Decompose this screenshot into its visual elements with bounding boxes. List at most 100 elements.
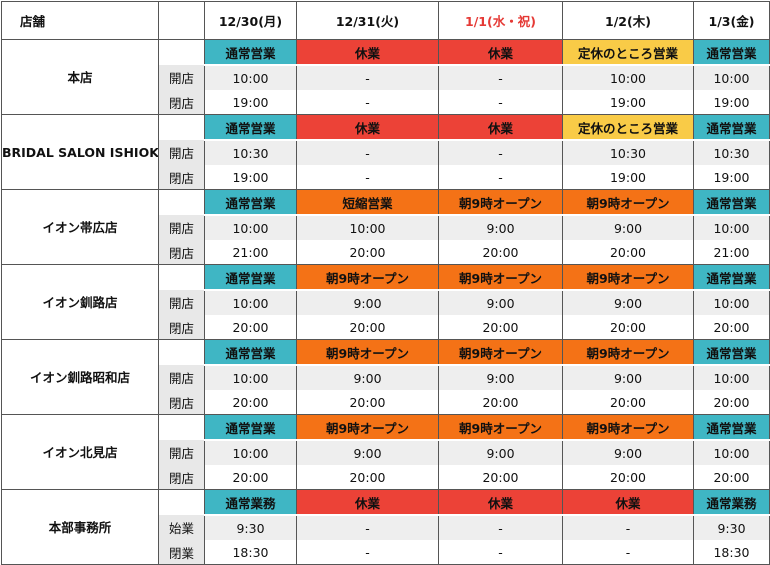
status-badge: 通常営業 xyxy=(204,114,297,141)
open-time-cell: 10:00 xyxy=(693,290,770,315)
status-badge: 通常営業 xyxy=(204,39,297,66)
store-close-row: 閉店 21:00 20:00 20:00 20:00 21:00 xyxy=(2,240,770,265)
close-time-cell: 21:00 xyxy=(204,240,297,265)
row-label-empty xyxy=(158,189,205,215)
store-status-row: 本店 通常営業 休業 休業 定休のところ営業 通常営業 xyxy=(1,39,770,115)
status-badge: 通常営業 xyxy=(693,264,770,291)
close-time-cell: 20:00 xyxy=(438,465,563,490)
status-badge: 通常営業 xyxy=(204,414,297,441)
close-time-cell: 20:00 xyxy=(204,315,297,340)
store-status-row: イオン釧路店 通常営業 朝9時オープン 朝9時オープン 朝9時オープン 通常営業 xyxy=(1,264,770,340)
row-label-empty xyxy=(158,414,205,440)
status-badge: 定休のところ営業 xyxy=(562,39,694,66)
status-badge: 朝9時オープン xyxy=(562,339,694,366)
close-time-cell: - xyxy=(562,540,694,565)
open-time-cell: 10:00 xyxy=(562,65,694,90)
close-time-cell: - xyxy=(438,540,563,565)
close-label: 閉店 xyxy=(158,165,205,190)
store-open-row: 開店 10:00 10:00 9:00 9:00 10:00 xyxy=(2,215,770,240)
close-time-cell: - xyxy=(296,540,439,565)
status-badge: 朝9時オープン xyxy=(296,264,439,291)
status-badge: 通常業務 xyxy=(204,489,297,516)
open-time-cell: 10:00 xyxy=(204,440,297,465)
close-time-cell: 19:00 xyxy=(204,90,297,115)
open-time-cell: 9:30 xyxy=(693,515,770,540)
status-badge: 休業 xyxy=(438,489,563,516)
open-time-cell: - xyxy=(438,140,563,165)
close-label: 閉店 xyxy=(158,90,205,115)
close-label: 閉業 xyxy=(158,540,205,565)
status-badge: 朝9時オープン xyxy=(562,414,694,441)
open-time-cell: 9:00 xyxy=(562,365,694,390)
store-open-row: 開店 10:30- -10:30 10:30 xyxy=(2,140,770,165)
store-column-header: 店舗 xyxy=(1,1,159,40)
day-header-holiday: 1/1(水・祝) xyxy=(438,1,563,40)
close-time-cell: 20:00 xyxy=(296,390,439,415)
status-badge: 朝9時オープン xyxy=(438,339,563,366)
store-close-row: 閉店 20:00 20:00 20:00 20:00 20:00 xyxy=(2,465,770,490)
open-time-cell: 10:00 xyxy=(693,365,770,390)
header-row: 店舗 12/30(月) 12/31(火) 1/1(水・祝) 1/2(木) 1/3… xyxy=(1,1,770,40)
status-badge: 朝9時オープン xyxy=(438,189,563,216)
status-badge: 通常営業 xyxy=(693,414,770,441)
day-header: 1/3(金) xyxy=(693,1,770,40)
status-badge: 休業 xyxy=(438,114,563,141)
close-time-cell: 19:00 xyxy=(693,165,770,190)
close-time-cell: 20:00 xyxy=(693,315,770,340)
open-time-cell: - xyxy=(562,515,694,540)
close-time-cell: - xyxy=(438,90,563,115)
open-time-cell: 9:00 xyxy=(296,365,439,390)
close-time-cell: 20:00 xyxy=(204,390,297,415)
row-label-empty xyxy=(158,264,205,290)
open-time-cell: - xyxy=(296,140,439,165)
status-badge: 通常営業 xyxy=(693,189,770,216)
open-time-cell: 10:00 xyxy=(204,365,297,390)
store-name: BRIDAL SALON ISHIOKA xyxy=(1,114,159,190)
open-label: 開店 xyxy=(158,215,205,240)
store-status-row: イオン釧路昭和店 通常営業 朝9時オープン 朝9時オープン 朝9時オープン 通常営業 xyxy=(1,339,770,415)
open-time-cell: 9:00 xyxy=(562,290,694,315)
status-badge: 朝9時オープン xyxy=(438,414,563,441)
open-time-cell: 9:00 xyxy=(438,365,563,390)
status-badge: 通常営業 xyxy=(693,339,770,366)
day-header: 12/31(火) xyxy=(296,1,439,40)
open-time-cell: - xyxy=(296,65,439,90)
status-badge: 通常営業 xyxy=(204,189,297,216)
open-time-cell: 10:30 xyxy=(562,140,694,165)
row-label-empty xyxy=(158,339,205,365)
open-time-cell: 10:00 xyxy=(204,65,297,90)
status-badge: 通常業務 xyxy=(693,489,770,516)
store-name: イオン釧路店 xyxy=(1,264,159,340)
status-badge: 朝9時オープン xyxy=(296,414,439,441)
close-time-cell: 21:00 xyxy=(693,240,770,265)
open-time-cell: 9:00 xyxy=(562,440,694,465)
close-time-cell: 20:00 xyxy=(693,390,770,415)
status-badge: 朝9時オープン xyxy=(438,264,563,291)
open-time-cell: - xyxy=(438,515,563,540)
open-time-cell: 9:30 xyxy=(204,515,297,540)
store-close-row: 閉店 20:00 20:00 20:00 20:00 20:00 xyxy=(2,315,770,340)
open-label: 開店 xyxy=(158,365,205,390)
close-time-cell: - xyxy=(296,165,439,190)
open-time-cell: 10:00 xyxy=(204,215,297,240)
open-label: 開店 xyxy=(158,440,205,465)
close-time-cell: 19:00 xyxy=(204,165,297,190)
close-time-cell: 20:00 xyxy=(693,465,770,490)
open-time-cell: 10:00 xyxy=(204,290,297,315)
open-label: 開店 xyxy=(158,290,205,315)
status-badge: 休業 xyxy=(438,39,563,66)
open-time-cell: - xyxy=(438,65,563,90)
row-label-empty xyxy=(158,39,205,65)
close-time-cell: 20:00 xyxy=(562,315,694,340)
open-time-cell: 10:00 xyxy=(693,440,770,465)
store-status-row: イオン帯広店 通常営業 短縮営業 朝9時オープン 朝9時オープン 通常営業 xyxy=(1,189,770,265)
close-time-cell: 20:00 xyxy=(562,390,694,415)
store-status-row: 本部事務所 通常業務 休業 休業 休業 通常業務 xyxy=(1,489,770,565)
day-header: 1/2(木) xyxy=(562,1,694,40)
close-time-cell: 20:00 xyxy=(562,240,694,265)
open-time-cell: 9:00 xyxy=(438,215,563,240)
store-close-row: 閉店 19:00- -19:00 19:00 xyxy=(2,165,770,190)
close-time-cell: - xyxy=(438,165,563,190)
status-badge: 休業 xyxy=(296,39,439,66)
store-open-row: 開店 10:00 9:00 9:00 9:00 10:00 xyxy=(2,290,770,315)
